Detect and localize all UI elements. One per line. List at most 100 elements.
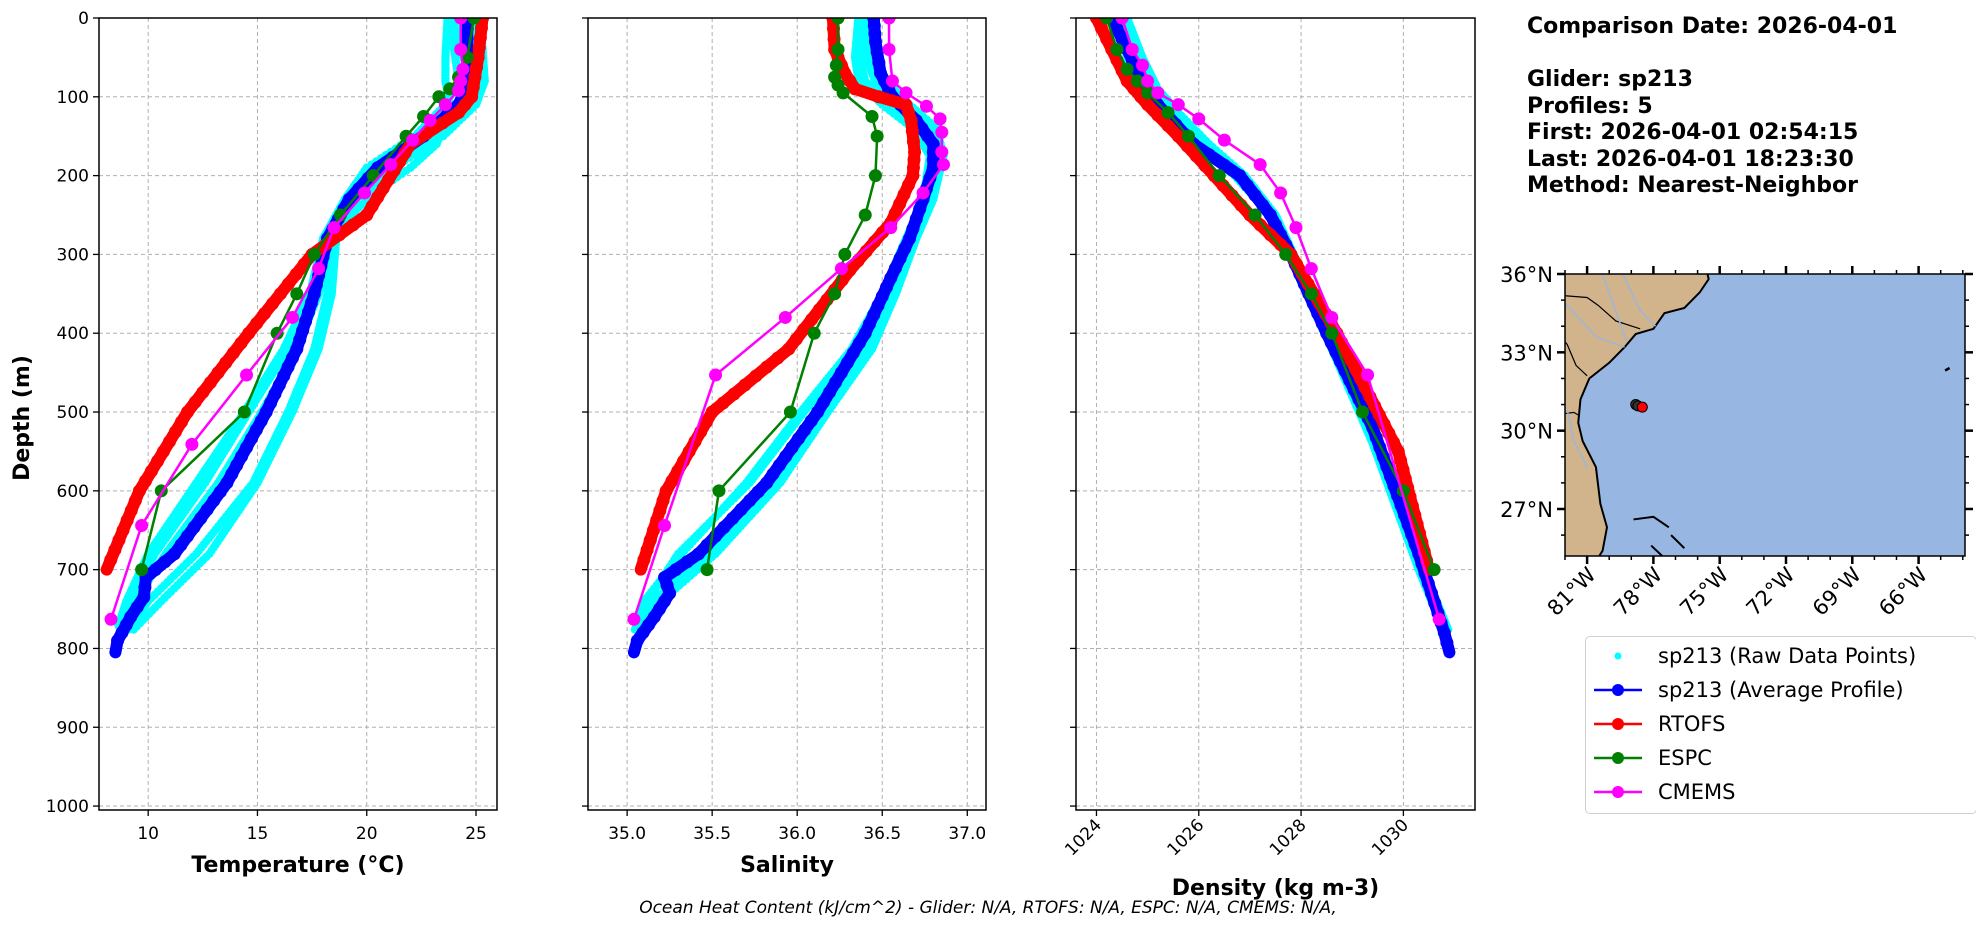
profile-marker-cmems bbox=[240, 368, 254, 382]
profile-marker-rtofs bbox=[1141, 98, 1155, 112]
profile-marker-glider bbox=[1115, 32, 1129, 46]
profile-marker-rtofs bbox=[705, 405, 719, 419]
y-tick-label: 400 bbox=[57, 324, 89, 344]
lat-tick-label: 30°N bbox=[1500, 420, 1553, 444]
profile-marker-rtofs bbox=[656, 494, 670, 508]
profile-marker-espc bbox=[712, 484, 726, 498]
x-tick-label: 35.5 bbox=[693, 824, 731, 844]
profile-marker-glider bbox=[200, 503, 214, 517]
profile-line-espc bbox=[705, 18, 879, 570]
profile-marker-rtofs bbox=[226, 346, 240, 360]
plot-area bbox=[1089, 18, 1456, 659]
profile-marker-glider bbox=[220, 476, 234, 490]
legend-key-cmems bbox=[1594, 786, 1642, 798]
profile-marker-espc bbox=[1110, 43, 1124, 57]
profile-marker-espc bbox=[135, 563, 149, 577]
location-map: 36°N 33°N 30°N 27°N 81°W 78°W 75°W 72°W 69°W 66°W bbox=[1500, 263, 1973, 621]
y-tick-label: 300 bbox=[57, 245, 89, 265]
lon-tick-label: 81°W bbox=[1543, 562, 1601, 620]
profile-marker-cmems bbox=[778, 310, 792, 324]
profile-marker-espc bbox=[828, 287, 842, 301]
profile-marker-cmems bbox=[899, 86, 913, 100]
profile-marker-cmems bbox=[438, 98, 452, 112]
comparison-date: Comparison Date: 2026-04-01 bbox=[1527, 14, 1898, 39]
lon-tick-label: 69°W bbox=[1808, 562, 1866, 620]
lon-tick-label: 78°W bbox=[1609, 562, 1667, 620]
series-cmems bbox=[627, 18, 950, 626]
state-border bbox=[1565, 295, 1641, 330]
profile-marker-glider bbox=[692, 547, 706, 561]
profile-marker-rtofs bbox=[138, 474, 152, 488]
profile-marker-cmems bbox=[358, 186, 372, 200]
profile-marker-glider bbox=[846, 346, 860, 360]
profile-marker-rtofs bbox=[1100, 32, 1114, 46]
profile-marker-rtofs bbox=[760, 360, 774, 374]
map-frame bbox=[1564, 273, 1966, 557]
legend-key-glider bbox=[1594, 684, 1642, 696]
info-panel: Comparison Date: 2026-04-01 Glider: sp21… bbox=[1527, 14, 1897, 200]
profile-marker-espc bbox=[1100, 18, 1114, 25]
profile-count: Profiles: 5 bbox=[1527, 93, 1653, 119]
profile-marker-glider bbox=[1263, 208, 1277, 222]
profile-marker-rtofs bbox=[1301, 277, 1315, 291]
lat-tick-label: 36°N bbox=[1500, 263, 1553, 287]
profile-marker-espc bbox=[1120, 62, 1134, 76]
profile-marker-glider bbox=[858, 326, 872, 340]
profile-marker-rtofs bbox=[797, 322, 811, 336]
legend-key-espc bbox=[1594, 752, 1642, 764]
profile-marker-cmems bbox=[935, 145, 949, 159]
profile-marker-rtofs bbox=[108, 543, 122, 557]
profile-marker-rtofs bbox=[699, 415, 713, 429]
profile-marker-rtofs bbox=[242, 326, 256, 340]
series-rtofs bbox=[1089, 18, 1435, 576]
profile-marker-glider bbox=[898, 242, 912, 256]
x-tick-label: 25 bbox=[465, 824, 487, 844]
legend-key-rtofs bbox=[1594, 718, 1642, 730]
profile-marker-rtofs bbox=[188, 395, 202, 409]
profile-marker-rtofs bbox=[120, 513, 134, 527]
profile-marker-glider bbox=[1240, 178, 1254, 192]
profile-marker-glider bbox=[213, 485, 227, 499]
profile-marker-rtofs bbox=[273, 287, 287, 301]
profile-marker-rtofs bbox=[473, 31, 487, 45]
profile-marker-glider bbox=[906, 222, 920, 236]
profile-marker-cmems bbox=[1432, 612, 1446, 626]
profile-marker-rtofs bbox=[771, 351, 785, 365]
profile-marker-glider bbox=[852, 336, 866, 350]
land-us-coast bbox=[1565, 274, 1710, 556]
profile-marker-rtofs bbox=[805, 312, 819, 326]
profile-marker-rtofs bbox=[360, 208, 374, 222]
profile-marker-rtofs bbox=[162, 435, 176, 449]
profile-marker-espc bbox=[700, 563, 714, 577]
profile-marker-glider bbox=[111, 634, 125, 648]
density-panel: 1024 1026 1028 1030 Density (kg m-3) bbox=[1061, 17, 1476, 901]
x-axis-label: Density (kg m-3) bbox=[1172, 876, 1380, 901]
series-espc bbox=[1100, 18, 1441, 577]
legend-item-rtofs: RTOFS bbox=[1586, 709, 1976, 739]
island-bahamas bbox=[1633, 515, 1670, 529]
profile-marker-rtofs bbox=[470, 60, 484, 74]
series-cmems bbox=[1115, 18, 1446, 626]
profile-marker-rtofs bbox=[646, 523, 660, 537]
profile-marker-rtofs bbox=[1189, 149, 1203, 163]
series-rtofs bbox=[100, 18, 490, 576]
profile-marker-rtofs bbox=[637, 553, 651, 567]
profile-marker-rtofs bbox=[132, 484, 146, 498]
profile-marker-glider bbox=[828, 375, 842, 389]
profile-marker-espc bbox=[1130, 74, 1144, 88]
legend-item-raw: sp213 (Raw Data Points) bbox=[1586, 641, 1976, 671]
profile-marker-glider bbox=[1248, 188, 1262, 202]
profile-marker-rtofs bbox=[203, 375, 217, 389]
profile-marker-glider bbox=[130, 600, 144, 614]
profile-marker-rtofs bbox=[104, 553, 118, 567]
profile-marker-glider bbox=[138, 580, 152, 594]
profile-marker-glider bbox=[1269, 218, 1282, 232]
island-bermuda bbox=[1944, 366, 1951, 372]
y-tick-label: 1000 bbox=[46, 797, 89, 817]
profile-marker-rtofs bbox=[219, 356, 233, 370]
profile-marker-espc bbox=[831, 43, 845, 57]
profile-marker-cmems bbox=[1217, 133, 1231, 147]
profile-marker-cmems bbox=[936, 158, 950, 172]
profile-marker-cmems bbox=[1274, 186, 1288, 200]
profile-marker-rtofs bbox=[904, 113, 918, 127]
